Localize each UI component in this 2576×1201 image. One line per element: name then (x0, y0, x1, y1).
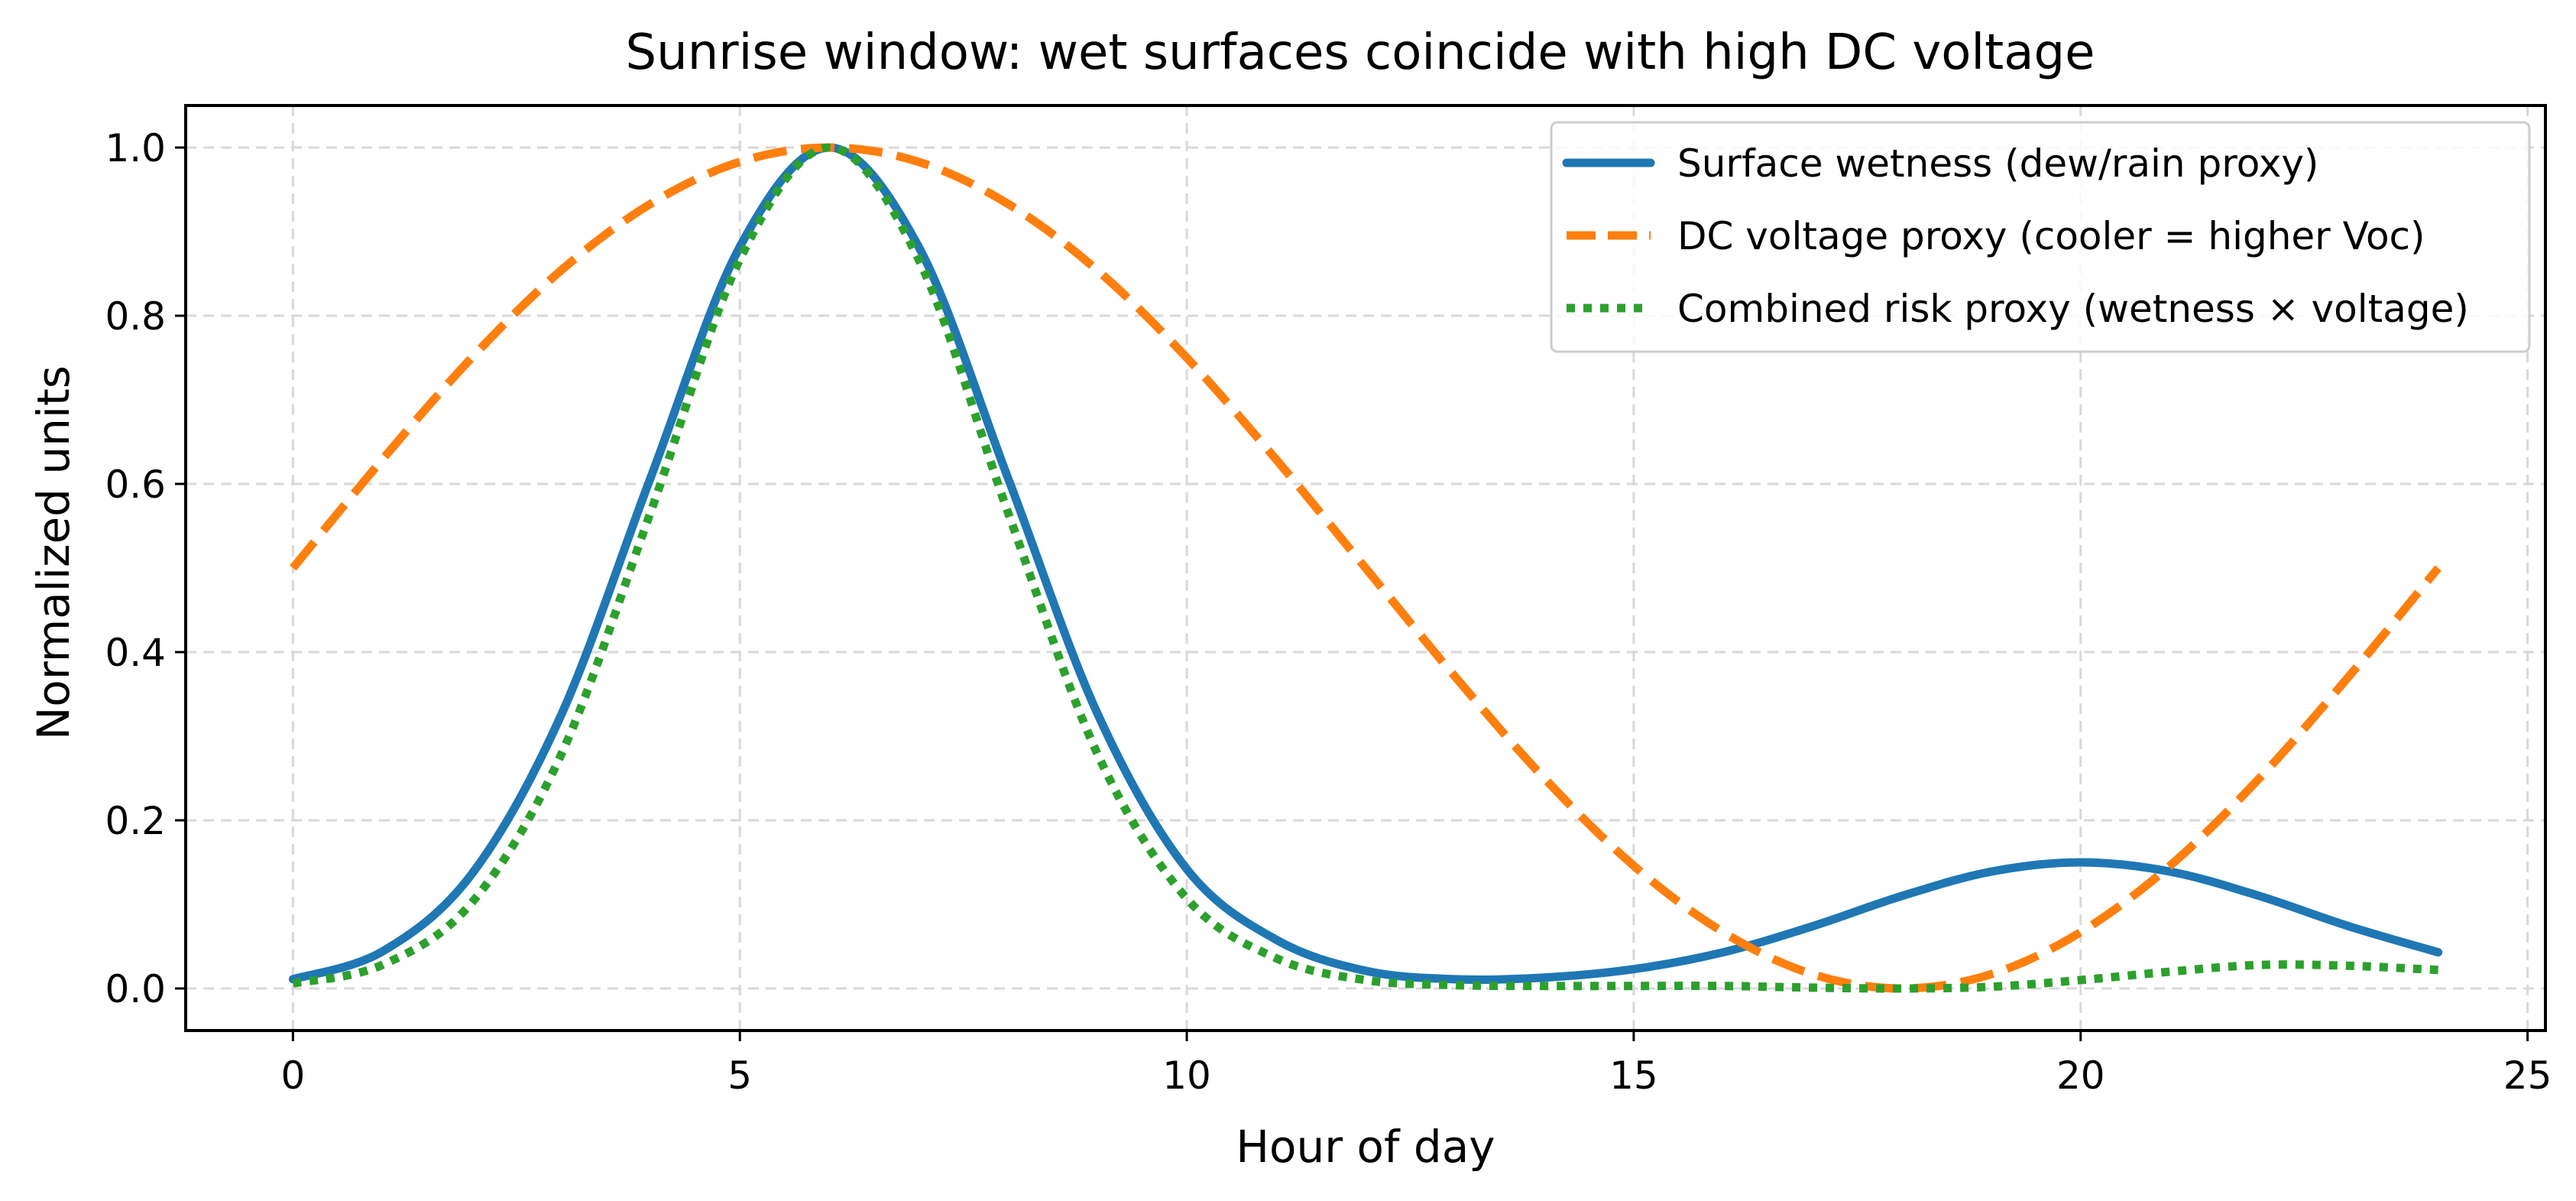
series-line-2 (290, 143, 2442, 993)
legend-box (1550, 121, 2531, 353)
axis-ticks: 0 5 10 15 20 25 0.0 0.2 0.4 0.6 0.8 1.0 (105, 126, 2552, 1098)
x-tick-label: 10 (1162, 1053, 1211, 1098)
x-tick-label: 0 (280, 1053, 305, 1098)
plot-frame (184, 104, 2547, 1032)
x-axis-label: Hour of day (1236, 1121, 1495, 1173)
y-tick-label: 0.4 (105, 631, 166, 675)
x-tick-label: 25 (2503, 1053, 2552, 1098)
plot-series (288, 143, 2443, 993)
y-tick-label: 0.0 (105, 967, 166, 1011)
x-tick-label: 15 (1609, 1053, 1658, 1098)
y-axis-label: Normalized units (28, 365, 79, 740)
y-tick-label: 0.6 (105, 463, 166, 507)
x-tick-label: 20 (2056, 1053, 2105, 1098)
legend-label-1: Surface wetness (dew/rain proxy) (1677, 141, 2318, 186)
chart-title: Sunrise window: wet surfaces coincide wi… (626, 24, 2095, 81)
series-line-1 (288, 143, 2443, 984)
x-tick-label: 5 (727, 1053, 752, 1098)
grid-lines (186, 105, 2545, 1031)
legend: Surface wetness (dew/rain proxy) DC volta… (1550, 121, 2531, 353)
legend-label-3: Combined risk proxy (wetness × voltage) (1677, 287, 2469, 331)
series-line-3 (292, 143, 2438, 993)
legend-label-2: DC voltage proxy (cooler = higher Voc) (1677, 214, 2425, 258)
y-tick-label: 1.0 (105, 126, 166, 170)
y-tick-label: 0.2 (105, 799, 166, 843)
y-tick-label: 0.8 (105, 294, 166, 339)
